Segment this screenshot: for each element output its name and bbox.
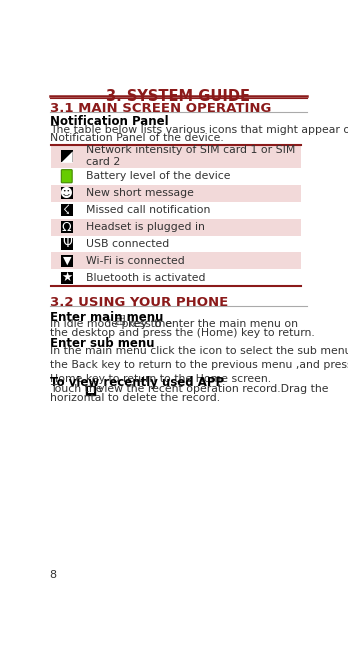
Text: The table below lists various icons that might appear on the: The table below lists various icons that… bbox=[50, 125, 348, 135]
Text: Enter sub menu: Enter sub menu bbox=[50, 337, 154, 350]
Circle shape bbox=[119, 319, 120, 321]
FancyBboxPatch shape bbox=[61, 170, 72, 183]
Bar bbox=[86, 385, 95, 395]
Circle shape bbox=[122, 319, 123, 321]
Bar bbox=[61, 255, 73, 267]
Bar bbox=[61, 272, 73, 284]
Text: ☻: ☻ bbox=[60, 187, 73, 200]
Bar bbox=[61, 204, 73, 216]
Text: Battery level of the device: Battery level of the device bbox=[86, 171, 231, 182]
Text: Notification Panel: Notification Panel bbox=[50, 115, 168, 129]
Circle shape bbox=[122, 322, 123, 323]
Bar bbox=[61, 187, 73, 199]
Circle shape bbox=[122, 316, 123, 317]
Text: USB connected: USB connected bbox=[86, 239, 169, 249]
Bar bbox=[51, 218, 301, 236]
Bar bbox=[51, 145, 301, 168]
Text: Enter main menu: Enter main menu bbox=[50, 311, 163, 324]
Circle shape bbox=[116, 319, 117, 321]
Bar bbox=[61, 238, 73, 250]
Text: 3.2 USING YOUR PHONE: 3.2 USING YOUR PHONE bbox=[50, 296, 228, 309]
Text: 8: 8 bbox=[50, 570, 57, 579]
Text: Touch the: Touch the bbox=[50, 384, 102, 394]
Bar bbox=[51, 236, 301, 252]
Text: Bluetooth is activated: Bluetooth is activated bbox=[86, 273, 206, 283]
Text: To view recently used APP: To view recently used APP bbox=[50, 376, 224, 389]
Text: 3.1 MAIN SCREEN OPERATING: 3.1 MAIN SCREEN OPERATING bbox=[50, 102, 271, 115]
Text: 3. SYSTEM GUIDE: 3. SYSTEM GUIDE bbox=[106, 89, 250, 104]
Text: Ψ: Ψ bbox=[62, 238, 72, 251]
Text: ◢: ◢ bbox=[61, 148, 73, 164]
Circle shape bbox=[119, 316, 120, 317]
Text: view the recent operation record.Drag the: view the recent operation record.Drag th… bbox=[98, 384, 328, 394]
Text: Ω: Ω bbox=[62, 220, 72, 234]
Text: In idle mode press the: In idle mode press the bbox=[50, 319, 172, 329]
Text: ★: ★ bbox=[61, 271, 72, 284]
Bar bbox=[51, 168, 301, 185]
Text: ▼: ▼ bbox=[63, 256, 71, 266]
Bar bbox=[51, 202, 301, 218]
Text: Wi-Fi is connected: Wi-Fi is connected bbox=[86, 256, 185, 266]
Circle shape bbox=[119, 322, 120, 323]
Bar bbox=[51, 269, 301, 286]
Text: New short message: New short message bbox=[86, 188, 194, 198]
Bar bbox=[61, 150, 73, 162]
Text: ☇: ☇ bbox=[63, 203, 70, 216]
Bar bbox=[88, 387, 94, 393]
Bar bbox=[115, 315, 125, 325]
Text: horizontal to delete the record.: horizontal to delete the record. bbox=[50, 393, 220, 403]
Circle shape bbox=[116, 316, 117, 317]
Text: key to enter the main menu on: key to enter the main menu on bbox=[128, 319, 298, 329]
Bar bbox=[51, 253, 301, 269]
Text: Notification Panel of the device.: Notification Panel of the device. bbox=[50, 133, 223, 143]
Bar bbox=[51, 185, 301, 202]
Text: Missed call notification: Missed call notification bbox=[86, 205, 211, 215]
Text: the desktop and press the (Home) key to return.: the desktop and press the (Home) key to … bbox=[50, 328, 315, 338]
Circle shape bbox=[116, 322, 117, 323]
Text: Network intensity of SIM card 1 or SIM
card 2: Network intensity of SIM card 1 or SIM c… bbox=[86, 145, 295, 167]
Text: In the main menu click the icon to select the sub menu, press
the Back key to re: In the main menu click the icon to selec… bbox=[50, 346, 348, 383]
Bar bbox=[61, 221, 73, 233]
Text: Headset is plugged in: Headset is plugged in bbox=[86, 222, 205, 232]
